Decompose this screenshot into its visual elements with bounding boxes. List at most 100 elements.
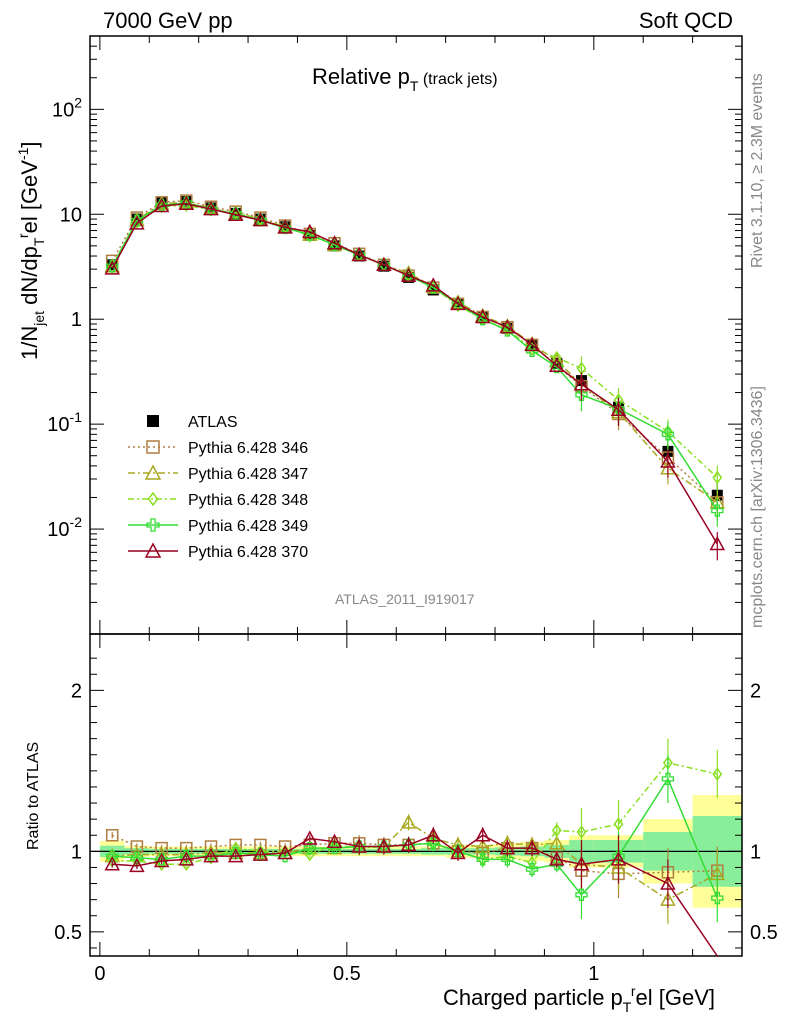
ratio-y-tick-label-right: 0.5 [750, 922, 778, 944]
y-tick-label: 10-2 [47, 514, 82, 541]
data-point [427, 281, 440, 294]
data-point [376, 256, 392, 272]
data-point [450, 844, 466, 860]
legend-entry: Pythia 6.428 346 [128, 440, 308, 457]
series-0 [106, 196, 723, 512]
side-label-top: Rivet 3.1.10, ≥ 2.3M events [749, 73, 766, 268]
data-point [353, 250, 365, 262]
data-point [474, 308, 491, 324]
data-point [501, 322, 513, 334]
data-point [351, 838, 367, 853]
data-point [227, 206, 244, 221]
legend-label: Pythia 6.428 347 [188, 466, 308, 483]
data-point [156, 857, 167, 872]
data-point [153, 852, 170, 868]
legend: ATLAS Pythia 6.428 346 Pythia 6.428 347 Pyt… [128, 414, 308, 561]
ratio-y-tick-label-right: 1 [750, 841, 761, 863]
data-point [400, 267, 417, 282]
data-point [551, 350, 562, 365]
data-point [227, 848, 244, 863]
series-line [111, 202, 718, 511]
data-point [425, 277, 442, 292]
side-label-bottom: mcplots.cern.ch [arXiv:1306.3436] [749, 386, 766, 628]
data-point [146, 518, 160, 532]
data-point [104, 856, 120, 871]
legend-entry: Pythia 6.428 348 [128, 491, 308, 509]
data-point [129, 215, 145, 230]
ratio-y-tick-label: 2 [71, 680, 82, 702]
legend-entry: Pythia 6.428 347 [128, 464, 308, 483]
y-tick-label: 10-1 [47, 409, 82, 436]
data-point [575, 388, 588, 402]
data-point [230, 205, 241, 220]
data-point [610, 401, 627, 417]
data-point [476, 853, 489, 866]
ratio-y-tick-label-right: 2 [750, 680, 761, 702]
ratio-series-1 [104, 814, 726, 924]
data-point [252, 212, 269, 227]
data-point [525, 862, 539, 876]
data-point [549, 851, 565, 866]
ratio-axis-label: Ratio to ATLAS [25, 742, 42, 850]
data-point [499, 840, 516, 855]
frames: 10-2 10-1 1 10 102 0 0.5 1 0.5 0.5 1 1 2 2 [47, 35, 778, 985]
chart-title: Relative pT (track jets) [312, 64, 498, 94]
legend-label: Pythia 6.428 348 [188, 492, 308, 509]
data-point [576, 825, 587, 839]
data-point [712, 470, 723, 485]
data-point [144, 542, 162, 558]
data-point [180, 850, 193, 863]
data-point [400, 836, 417, 852]
series-line [111, 202, 718, 545]
data-point [400, 265, 417, 280]
data-point [304, 847, 315, 862]
data-point [277, 844, 293, 860]
series-line [111, 204, 718, 479]
ratio-series-line [111, 834, 718, 875]
legend-label: Pythia 6.428 349 [188, 518, 308, 535]
legend-label: Pythia 6.428 370 [188, 544, 308, 561]
header-right: Soft QCD [639, 8, 733, 33]
data-point [328, 238, 341, 252]
svg-text:Charged particle pTrel [GeV]: Charged particle pTrel [GeV] [443, 983, 715, 1015]
data-point [130, 214, 144, 227]
svg-text:Ratio to ATLAS: Ratio to ATLAS [25, 742, 42, 850]
data-point [229, 846, 242, 860]
data-point [147, 491, 159, 507]
data-point [660, 875, 676, 890]
legend-label: Pythia 6.428 346 [188, 440, 308, 457]
data-point [131, 213, 143, 225]
data-point [277, 219, 293, 234]
ratio-series-3 [106, 754, 724, 923]
data-point [612, 850, 625, 863]
svg-text:1/Njet dN/dpTrel [GeV-1]: 1/Njet dN/dpTrel [GeV-1] [15, 141, 47, 360]
data-point [326, 833, 343, 848]
data-point [661, 428, 675, 441]
data-point [178, 195, 195, 210]
data-point [712, 767, 723, 781]
data-point [203, 201, 219, 216]
data-point [378, 260, 390, 272]
ratio-y-tick-label: 0.5 [54, 922, 82, 944]
data-point [502, 322, 513, 337]
data-point [278, 850, 292, 863]
header-left: 7000 GeV pp [103, 8, 233, 33]
series-line [111, 201, 718, 503]
data-point [427, 284, 439, 296]
data-point [474, 827, 491, 842]
ratio-plot-frame [89, 633, 743, 957]
data-point [376, 838, 392, 853]
data-point [104, 260, 120, 275]
svg-text:mcplots.cern.ch [arXiv:1306.34: mcplots.cern.ch [arXiv:1306.3436] [749, 386, 766, 628]
data-point [203, 848, 219, 863]
y-tick-label: 10 [60, 204, 82, 226]
svg-text:Relative pT (track jets): Relative pT (track jets) [312, 64, 498, 94]
data-point [181, 857, 192, 872]
data-point [105, 829, 119, 842]
data-point [450, 295, 466, 311]
data-point [147, 415, 159, 427]
legend-entry: Pythia 6.428 349 [128, 518, 308, 535]
data-point [575, 888, 588, 901]
ratio-y-tick-label: 1 [71, 841, 82, 863]
